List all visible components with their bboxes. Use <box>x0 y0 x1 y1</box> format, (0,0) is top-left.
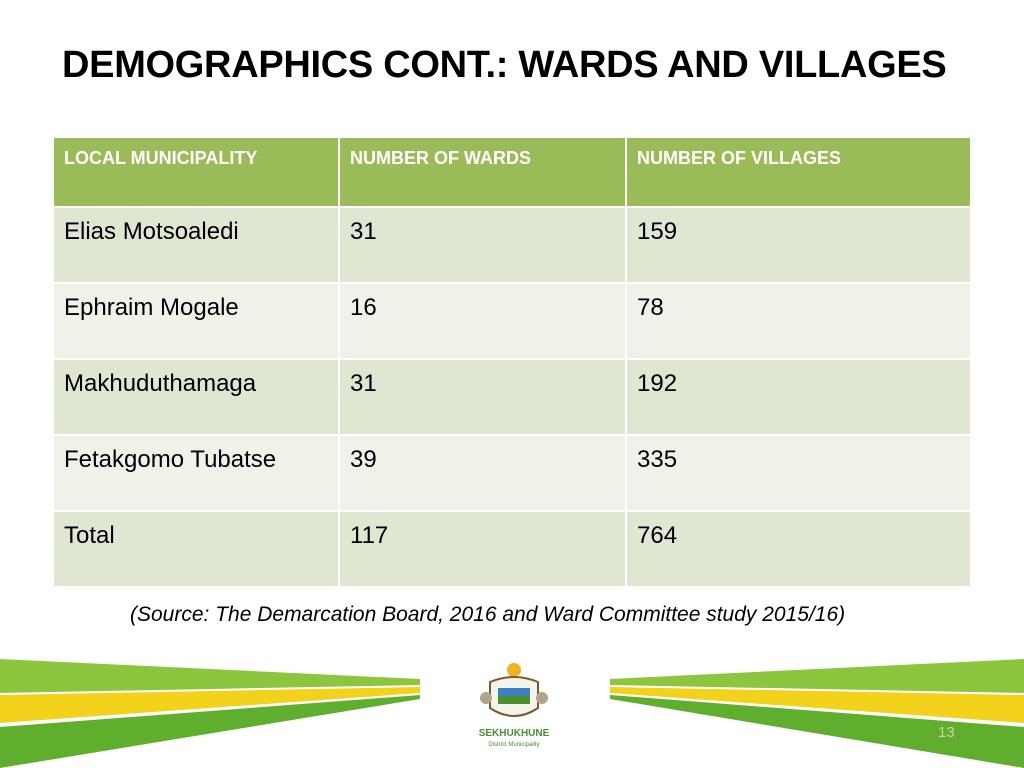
cell-municipality: Elias Motsoaledi <box>52 206 340 284</box>
stripe-right-green-bottom <box>610 695 1024 768</box>
cell-municipality: Ephraim Mogale <box>52 282 340 360</box>
cell-villages: 335 <box>625 434 972 512</box>
logo-supporter-right <box>536 692 548 704</box>
column-header-wards: NUMBER OF WARDS <box>338 136 627 208</box>
table-row: Makhuduthamaga 31 192 <box>52 358 972 436</box>
logo-land <box>498 696 530 704</box>
cell-municipality: Total <box>52 510 340 588</box>
logo-supporter-left <box>480 692 492 704</box>
logo-sun <box>507 663 521 677</box>
table-row: Elias Motsoaledi 31 159 <box>52 206 972 284</box>
cell-wards: 117 <box>338 510 627 588</box>
stripe-right-yellow <box>610 687 1024 723</box>
cell-wards: 16 <box>338 282 627 360</box>
stripe-left-green-bottom <box>0 695 420 768</box>
wards-villages-table: LOCAL MUNICIPALITY NUMBER OF WARDS NUMBE… <box>52 136 972 588</box>
stripe-right-green-top <box>610 659 1024 693</box>
table-row: Ephraim Mogale 16 78 <box>52 282 972 360</box>
cell-municipality: Fetakgomo Tubatse <box>52 434 340 512</box>
cell-wards: 39 <box>338 434 627 512</box>
table-row-total: Total 117 764 <box>52 510 972 588</box>
table-row: Fetakgomo Tubatse 39 335 <box>52 434 972 512</box>
column-header-villages: NUMBER OF VILLAGES <box>625 136 972 208</box>
stripe-left-green-top <box>0 659 420 693</box>
cell-wards: 31 <box>338 358 627 436</box>
column-header-municipality: LOCAL MUNICIPALITY <box>52 136 340 208</box>
logo-subtitle: District Municipality <box>488 742 539 748</box>
cell-villages: 159 <box>625 206 972 284</box>
table-header-row: LOCAL MUNICIPALITY NUMBER OF WARDS NUMBE… <box>52 136 972 208</box>
page-number: 13 <box>938 724 955 741</box>
cell-wards: 31 <box>338 206 627 284</box>
source-citation: (Source: The Demarcation Board, 2016 and… <box>130 603 846 626</box>
cell-villages: 192 <box>625 358 972 436</box>
cell-villages: 764 <box>625 510 972 588</box>
logo-water <box>498 688 530 696</box>
stripe-left-yellow <box>0 687 420 723</box>
slide-title: DEMOGRAPHICS CONT.: WARDS AND VILLAGES <box>62 44 947 86</box>
decorative-stripes <box>0 659 1024 768</box>
logo-name: SEKHUKHUNE <box>479 728 550 739</box>
cell-municipality: Makhuduthamaga <box>52 358 340 436</box>
sekhukhune-logo: SEKHUKHUNE District Municipality <box>479 663 550 748</box>
cell-villages: 78 <box>625 282 972 360</box>
